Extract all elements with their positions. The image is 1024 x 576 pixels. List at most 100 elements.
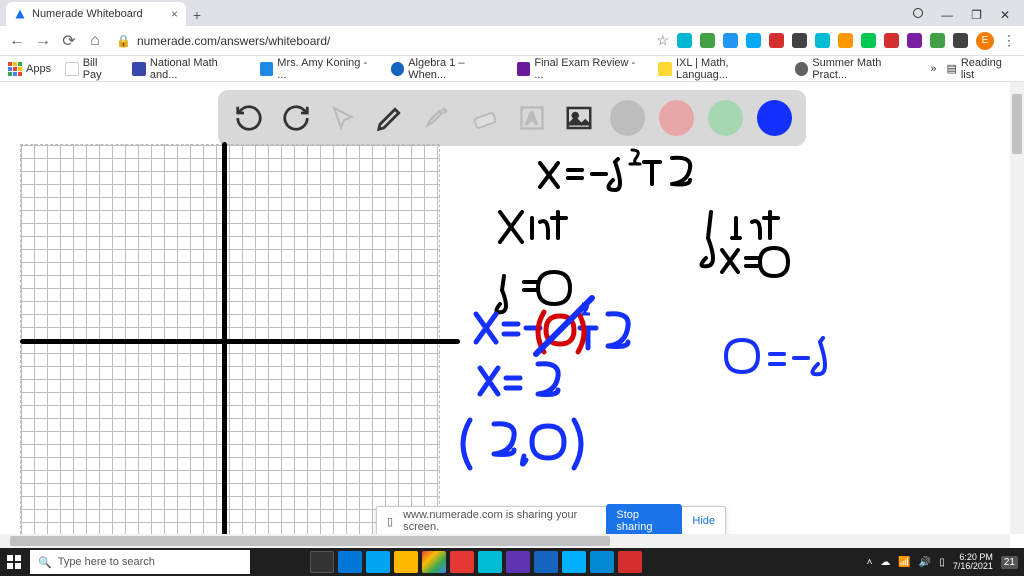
start-button[interactable] [0,548,28,576]
stop-sharing-button[interactable]: Stop sharing [606,504,682,538]
lock-icon: 🔒 [116,34,131,48]
system-tray: ˄ ☁ 📶 🔊 ▯ 6:20 PM 7/16/2021 21 [867,553,1024,572]
reading-list-button[interactable]: ▤ Reading list [946,57,1016,81]
bookmark-item[interactable]: Mrs. Amy Koning - ... [260,57,377,81]
bookmark-star-icon[interactable]: ☆ [656,32,669,49]
profile-avatar[interactable]: E [976,32,994,50]
taskbar-search[interactable]: 🔍 Type here to search [30,550,250,574]
taskbar-app-icon[interactable] [618,551,642,573]
bookmark-item[interactable]: Summer Math Pract... [795,57,917,81]
share-message: www.numerade.com is sharing your screen. [403,509,596,533]
bookmark-item[interactable]: Bill Pay [65,57,118,81]
chrome-menu-button[interactable]: ⋮ [1002,32,1016,49]
numerade-favicon-icon [14,8,26,20]
extension-icon[interactable] [769,33,784,48]
taskbar-app-icon[interactable] [366,551,390,573]
undo-button[interactable] [232,101,265,135]
extension-icon[interactable] [746,33,761,48]
volume-icon[interactable]: 🔊 [919,557,931,568]
browser-titlebar: Numerade Whiteboard × + — ❐ ✕ [0,0,1024,26]
minimize-button[interactable]: — [941,8,953,22]
bookmark-item[interactable]: National Math and... [132,57,245,81]
taskbar-app-icon[interactable] [478,551,502,573]
pen-tool[interactable] [374,101,407,135]
horizontal-scrollbar[interactable] [0,534,1010,548]
bookmark-favicon-icon [391,62,405,76]
search-placeholder: Type here to search [58,556,155,568]
handwriting-layer [440,142,1000,522]
reload-button[interactable]: ⟳ [60,32,78,50]
task-view-icon[interactable] [310,551,334,573]
y-axis [222,142,227,546]
color-red[interactable] [659,100,694,136]
windows-taskbar: 🔍 Type here to search ˄ ☁ 📶 🔊 ▯ 6:20 PM … [0,548,1024,576]
taskbar-app-icon[interactable] [562,551,586,573]
bookmarks-overflow[interactable]: » [930,63,936,75]
share-indicator-icon: ▯ [387,515,393,528]
extension-icon[interactable] [700,33,715,48]
text-tool[interactable]: A [515,101,548,135]
bookmarks-bar: Apps Bill Pay National Math and... Mrs. … [0,56,1024,82]
apps-label: Apps [26,63,51,75]
extension-icon[interactable] [792,33,807,48]
extension-icon[interactable] [930,33,945,48]
taskbar-app-icon[interactable] [338,551,362,573]
vertical-scrollbar[interactable] [1010,82,1024,534]
taskbar-app-icon[interactable] [506,551,530,573]
onedrive-icon[interactable]: ☁ [880,557,890,568]
grid-pattern [20,144,440,544]
file-explorer-icon[interactable] [394,551,418,573]
account-dot-icon[interactable] [913,8,923,18]
close-tab-icon[interactable]: × [171,7,178,21]
extension-icon[interactable] [815,33,830,48]
graph-grid[interactable] [20,144,440,544]
windows-logo-icon [7,555,21,569]
bookmark-favicon-icon [658,62,672,76]
new-tab-button[interactable]: + [186,4,208,26]
taskbar-app-icon[interactable] [534,551,558,573]
notifications-button[interactable]: 21 [1001,556,1018,569]
browser-tab[interactable]: Numerade Whiteboard × [6,2,186,26]
bookmark-favicon-icon [795,62,809,76]
color-gray[interactable] [610,100,645,136]
taskbar-clock[interactable]: 6:20 PM 7/16/2021 [953,553,993,572]
bookmark-favicon-icon [132,62,146,76]
image-tool[interactable] [562,101,595,135]
extension-icon[interactable] [838,33,853,48]
extensions-menu-icon[interactable] [953,33,968,48]
tab-title: Numerade Whiteboard [32,8,143,20]
page-content: A [0,82,1024,548]
maximize-button[interactable]: ❐ [971,8,982,22]
apps-button[interactable]: Apps [8,62,51,76]
wifi-icon[interactable]: 📶 [898,557,910,568]
close-window-button[interactable]: ✕ [1000,8,1010,22]
forward-button[interactable]: → [34,32,52,50]
back-button[interactable]: ← [8,32,26,50]
reading-list-icon: ▤ [946,62,956,75]
chrome-icon[interactable] [422,551,446,573]
bookmark-item[interactable]: IXL | Math, Languag... [658,57,780,81]
taskbar-app-icon[interactable] [590,551,614,573]
battery-icon[interactable]: ▯ [939,557,945,568]
svg-text:A: A [526,110,537,128]
redo-button[interactable] [279,101,312,135]
taskbar-app-icon[interactable] [450,551,474,573]
home-button[interactable]: ⌂ [86,32,104,50]
omnibox[interactable]: 🔒 numerade.com/answers/whiteboard/ [116,34,330,48]
address-bar: ← → ⟳ ⌂ 🔒 numerade.com/answers/whiteboar… [0,26,1024,56]
tools-menu[interactable] [421,101,454,135]
extension-icon[interactable] [861,33,876,48]
bookmark-item[interactable]: Final Exam Review - ... [517,57,645,81]
eraser-tool[interactable] [468,101,501,135]
extension-icon[interactable] [677,33,692,48]
color-blue[interactable] [757,100,792,136]
hide-share-bar-button[interactable]: Hide [692,515,715,527]
bookmark-item[interactable]: Algebra 1 – When... [391,57,503,81]
extension-icon[interactable] [884,33,899,48]
extension-icon[interactable] [723,33,738,48]
extension-icon[interactable] [907,33,922,48]
color-green[interactable] [708,100,743,136]
taskbar-apps [310,551,642,573]
tray-chevron-up-icon[interactable]: ˄ [867,557,873,568]
pointer-tool[interactable] [326,101,359,135]
